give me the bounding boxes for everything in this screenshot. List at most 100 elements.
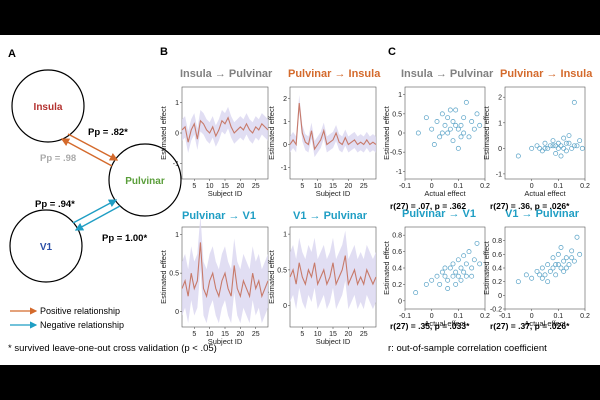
scatter-point xyxy=(439,269,445,275)
y-tick-label: 0 xyxy=(498,146,502,153)
scatter-point xyxy=(574,234,580,240)
scatter-point xyxy=(461,130,467,136)
plot-frame xyxy=(404,226,486,310)
x-tick-label: 10 xyxy=(314,331,322,338)
y-tick-label: 2 xyxy=(498,95,502,102)
confidence-band xyxy=(290,95,376,158)
c-title-bl: Pulvinar → V1 xyxy=(402,208,476,220)
x-tick-label: 10 xyxy=(206,183,214,190)
scatter-point xyxy=(437,134,443,140)
y-tick-label: 0 xyxy=(175,131,179,138)
scatter-point xyxy=(445,277,451,283)
insula-node xyxy=(11,69,85,143)
scatter-point xyxy=(550,255,556,261)
scatter-point xyxy=(566,140,572,146)
y-tick-label: 0.8 xyxy=(492,238,502,245)
x-tick-label: 5 xyxy=(192,183,196,190)
scatter-point xyxy=(542,272,548,278)
x-tick-label: 10 xyxy=(206,331,214,338)
scatter-point xyxy=(537,272,543,278)
line-chart-pulvinar-v1: 5 10 15 20 25 1 0.5 0 Subject ID Estimated effect xyxy=(159,215,269,346)
confidence-band xyxy=(182,106,268,153)
y-tick-label: 0 xyxy=(398,131,402,138)
scatter-point xyxy=(539,148,545,154)
y-tick-label: -1 xyxy=(173,161,179,168)
scatter-point xyxy=(461,253,467,259)
pp-gray: Pp = .98 xyxy=(40,153,76,164)
scatter-point xyxy=(447,265,453,271)
y-axis-label: Estimated effect xyxy=(482,240,491,295)
pp-teal-2: Pp = 1.00* xyxy=(102,233,147,244)
scatter-point xyxy=(434,119,440,124)
scatter-point xyxy=(561,258,567,264)
arrow-pulvinar-to-insula xyxy=(60,138,113,167)
confidence-band xyxy=(182,215,268,324)
y-tick-label: 0.5 xyxy=(277,267,287,274)
scatter-point xyxy=(523,272,529,278)
scatter-point xyxy=(550,143,556,149)
scatter-point xyxy=(445,286,451,291)
scatter-pulvinar-insula: 0 0.1 0.2 2 1 0 -1 Actual effect Estimated effec… xyxy=(482,86,590,198)
scatter-point xyxy=(571,143,577,149)
figure-svg: A Insula Pulvinar V1 Pp = .82* Pp = .98 … xyxy=(8,46,593,354)
plot-frame xyxy=(504,226,586,310)
scatter-point xyxy=(579,145,585,151)
x-tick-label: 15 xyxy=(221,183,229,190)
x-tick-label: 20 xyxy=(236,183,244,190)
scatter-point xyxy=(555,145,561,151)
y-axis-label: Estimated effect xyxy=(482,105,491,160)
scatter-point xyxy=(450,261,456,267)
y-axis-label: Estimated effect xyxy=(267,105,276,160)
scatter-point xyxy=(553,272,559,278)
scatter-point xyxy=(569,145,575,151)
scatter-point xyxy=(423,281,429,287)
scatter-v1-pulvinar: -0.1 0 0.1 0.2 0.8 0.6 0.4 0.2 0 -0.2 Actual effec… xyxy=(482,226,590,328)
scatter-point xyxy=(545,279,551,285)
y-axis-label: Estimated effect xyxy=(382,105,391,160)
x-tick-label: 0.1 xyxy=(553,313,563,320)
y-tick-label: -1 xyxy=(496,171,502,178)
scatter-point xyxy=(558,265,564,271)
x-tick-label: 0.1 xyxy=(453,183,463,190)
plot-frame xyxy=(404,86,486,180)
scatter-point xyxy=(545,262,551,268)
plot-frame xyxy=(504,86,586,180)
scatter-point xyxy=(550,265,556,271)
scatter-point xyxy=(455,273,461,279)
scatter-point xyxy=(458,122,464,128)
scatter-point xyxy=(547,143,553,149)
x-tick-label: -0.1 xyxy=(399,183,411,190)
x-tick-label: 15 xyxy=(221,331,229,338)
scatter-point xyxy=(539,275,545,281)
y-tick-label: -0.5 xyxy=(390,150,402,157)
x-tick-label: 25 xyxy=(252,183,260,190)
scatter-point xyxy=(445,115,451,121)
x-tick-label: 0.2 xyxy=(480,183,490,190)
scatter-point xyxy=(445,130,451,136)
scatter-point xyxy=(477,261,483,267)
scatter-point xyxy=(577,138,583,144)
scatter-point xyxy=(563,140,569,146)
scatter-point xyxy=(563,148,569,154)
scatter-point xyxy=(450,138,456,144)
y-tick-label: 1 xyxy=(283,119,287,126)
scatter-point xyxy=(458,277,464,283)
scatter-point xyxy=(447,107,453,113)
scatter-point xyxy=(474,111,480,117)
pp-orange: Pp = .82* xyxy=(88,127,128,138)
series-line xyxy=(181,242,269,299)
scatter-point xyxy=(534,268,540,274)
scatter-point xyxy=(442,273,448,279)
scatter-point xyxy=(555,140,561,146)
x-axis-label: Actual effect xyxy=(524,189,566,198)
x-axis-label: Actual effect xyxy=(524,319,566,328)
y-tick-label: 0 xyxy=(175,309,179,316)
scatter-point xyxy=(569,255,575,261)
x-tick-label: 0 xyxy=(530,313,534,320)
line-chart-v1-pulvinar: 5 10 15 20 25 1 0.5 0 Subject ID Estimated effect xyxy=(267,226,377,346)
x-tick-label: 10 xyxy=(314,183,322,190)
b-title-br: V1 → Pulvinar xyxy=(293,210,368,222)
scatter-point xyxy=(413,290,419,296)
scatter-point xyxy=(437,281,443,287)
